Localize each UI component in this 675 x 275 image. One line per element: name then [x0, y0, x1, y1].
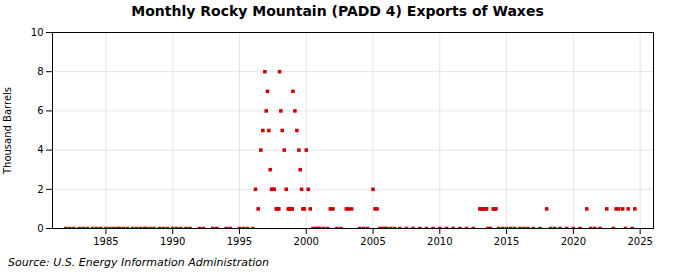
svg-text:2005: 2005: [360, 236, 385, 247]
svg-text:6: 6: [37, 105, 43, 116]
svg-text:1990: 1990: [160, 236, 185, 247]
svg-text:8: 8: [37, 66, 43, 77]
svg-text:Thousand Barrels: Thousand Barrels: [2, 87, 13, 175]
svg-text:2: 2: [37, 184, 43, 195]
svg-text:1985: 1985: [93, 236, 118, 247]
svg-text:1995: 1995: [227, 236, 252, 247]
html-text:Monthly Rocky Mountain (PADD 4: Monthly Rocky Mountain (PADD 4) Exports …: [131, 3, 544, 19]
svg-text:4: 4: [37, 144, 43, 155]
svg-text:2000: 2000: [294, 236, 319, 247]
svg-text:2020: 2020: [561, 236, 586, 247]
svg-text:2015: 2015: [494, 236, 519, 247]
html-text:Source: U.S. Energy Informatio: Source: U.S. Energy Information Administ…: [8, 256, 269, 269]
svg-text:2025: 2025: [627, 236, 652, 247]
svg-text:0: 0: [37, 223, 43, 234]
svg-text:2010: 2010: [427, 236, 452, 247]
svg-text:10: 10: [31, 27, 44, 38]
